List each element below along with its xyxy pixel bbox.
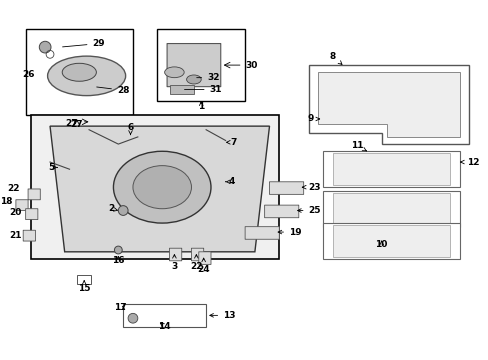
Polygon shape [50, 126, 269, 252]
Text: 15: 15 [78, 281, 90, 293]
Circle shape [128, 313, 138, 323]
Text: 10: 10 [375, 240, 387, 249]
Text: 1: 1 [198, 102, 204, 111]
Bar [332, 153, 449, 185]
FancyBboxPatch shape [244, 227, 279, 239]
FancyBboxPatch shape [199, 252, 210, 264]
Text: 27: 27 [70, 120, 83, 129]
FancyBboxPatch shape [264, 205, 298, 218]
Bar [323, 223, 459, 259]
FancyBboxPatch shape [169, 248, 182, 261]
Ellipse shape [186, 75, 201, 84]
Circle shape [114, 246, 122, 254]
Text: 8: 8 [329, 51, 341, 64]
Ellipse shape [164, 67, 184, 78]
Bar [332, 193, 449, 225]
Text: 14: 14 [158, 321, 171, 330]
Text: 11: 11 [350, 141, 366, 151]
Bar [323, 151, 459, 187]
Text: 29: 29 [62, 39, 105, 48]
Bar [157, 29, 244, 101]
Ellipse shape [47, 56, 125, 96]
Text: 26: 26 [22, 69, 34, 78]
Ellipse shape [133, 166, 191, 209]
Text: 18: 18 [0, 197, 12, 206]
FancyBboxPatch shape [25, 209, 38, 220]
FancyBboxPatch shape [167, 44, 220, 87]
Text: 28: 28 [97, 86, 129, 95]
Bar [169, 85, 194, 94]
Polygon shape [308, 65, 468, 144]
Text: 2: 2 [108, 204, 117, 213]
Bar [25, 29, 133, 115]
FancyBboxPatch shape [23, 230, 35, 241]
Text: 22: 22 [190, 255, 202, 271]
Text: 25: 25 [297, 206, 321, 215]
Text: 17: 17 [114, 303, 127, 312]
Polygon shape [318, 72, 459, 137]
Text: 3: 3 [171, 255, 177, 271]
FancyBboxPatch shape [191, 248, 203, 261]
Text: 4: 4 [225, 177, 234, 186]
FancyBboxPatch shape [269, 182, 303, 194]
Bar [77, 275, 91, 284]
Text: 30: 30 [244, 60, 257, 69]
Text: 24: 24 [197, 258, 209, 274]
FancyBboxPatch shape [28, 189, 40, 200]
Text: 22: 22 [7, 184, 20, 193]
Text: 21: 21 [10, 231, 22, 240]
Bar [30, 115, 279, 259]
Text: 32: 32 [196, 73, 219, 82]
Text: 5: 5 [48, 163, 57, 172]
Ellipse shape [62, 63, 96, 81]
Bar [323, 191, 459, 227]
Bar [332, 225, 449, 257]
Text: 23: 23 [302, 183, 321, 192]
Text: 13: 13 [209, 311, 235, 320]
Text: 31: 31 [184, 85, 222, 94]
Ellipse shape [113, 151, 210, 223]
Text: 6: 6 [127, 123, 133, 135]
Text: 9: 9 [306, 114, 319, 123]
Text: 19: 19 [278, 228, 301, 237]
Text: 16: 16 [112, 256, 124, 265]
Circle shape [39, 41, 51, 53]
Text: 27: 27 [65, 119, 78, 128]
Text: 12: 12 [460, 158, 479, 167]
Text: 20: 20 [10, 208, 22, 217]
FancyBboxPatch shape [16, 200, 28, 211]
Circle shape [118, 206, 128, 215]
Text: 7: 7 [226, 138, 236, 147]
Bar [123, 304, 205, 327]
